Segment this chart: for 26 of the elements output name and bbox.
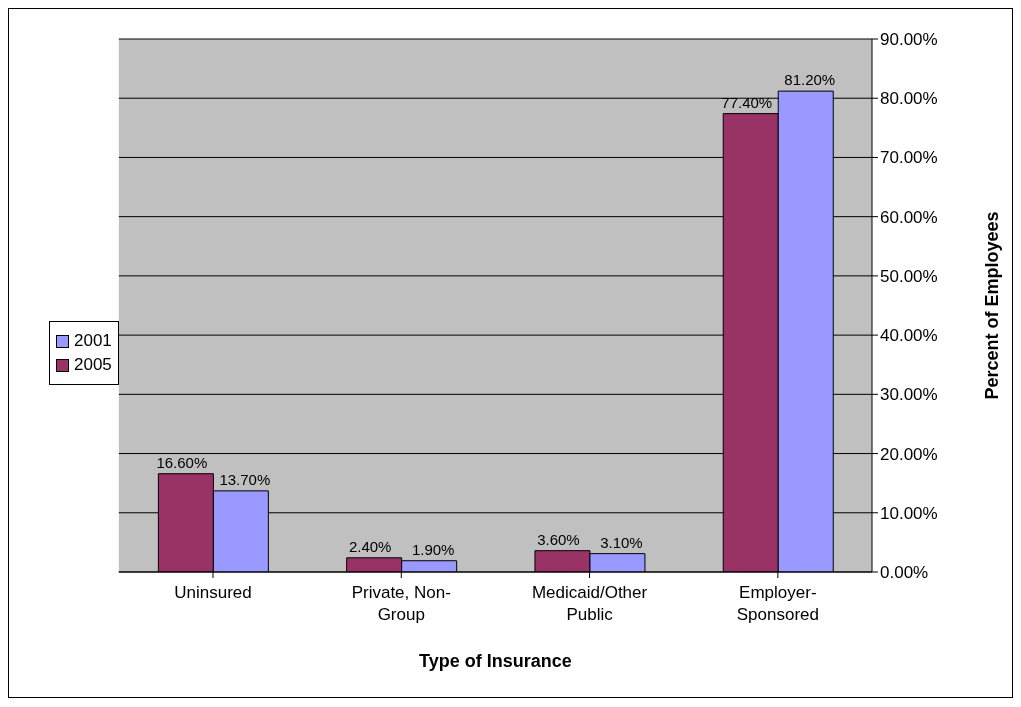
- x-tick-label: Employer-Sponsored: [736, 583, 819, 624]
- y-tick-label: 40.00%: [880, 326, 938, 346]
- legend-label: 2005: [74, 355, 112, 375]
- y-tick-label: 30.00%: [880, 385, 938, 405]
- data-label: 13.70%: [219, 470, 271, 488]
- x-axis-title: Type of Insurance: [419, 651, 572, 671]
- data-label: 3.10%: [600, 533, 643, 551]
- y-tick-label: 10.00%: [880, 503, 938, 523]
- y-axis-title: Percent of Employees: [982, 211, 1003, 400]
- data-label: 2.40%: [348, 537, 392, 555]
- y-tick-label: 0.00%: [880, 563, 929, 583]
- x-tick-label: Medicaid/Other Public: [531, 583, 648, 624]
- data-label: 77.40%: [721, 93, 773, 111]
- x-tick-label: Private, Non-Group: [351, 583, 451, 624]
- data-label: 16.60%: [156, 453, 208, 471]
- data-label: 1.90%: [411, 540, 455, 558]
- y-tick-label: 70.00%: [880, 148, 938, 168]
- y-tick-label: 80.00%: [880, 89, 938, 109]
- x-tick-label: Uninsured: [174, 583, 252, 602]
- y-tick-label: 60.00%: [880, 207, 938, 227]
- y-tick-label: 50.00%: [880, 266, 938, 286]
- y-tick-label: 20.00%: [880, 444, 938, 464]
- y-tick-label: 90.00%: [880, 30, 938, 50]
- data-label: 81.20%: [784, 71, 836, 89]
- legend-label: 2001: [74, 331, 112, 351]
- data-label: 3.60%: [537, 530, 580, 548]
